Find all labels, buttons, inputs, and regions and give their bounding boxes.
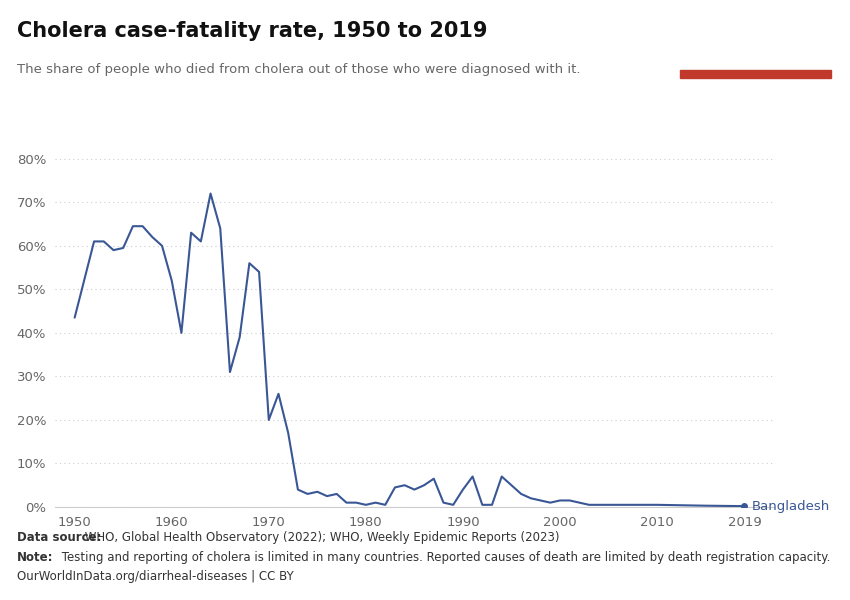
Text: Bangladesh: Bangladesh [752,500,830,512]
Text: OurWorldInData.org/diarrheal-diseases | CC BY: OurWorldInData.org/diarrheal-diseases | … [17,570,294,583]
Text: Cholera case-fatality rate, 1950 to 2019: Cholera case-fatality rate, 1950 to 2019 [17,21,488,41]
Text: The share of people who died from cholera out of those who were diagnosed with i: The share of people who died from choler… [17,63,581,76]
Text: Our World: Our World [722,25,789,38]
Text: in Data: in Data [732,47,779,60]
Text: Note:: Note: [17,551,54,564]
Text: Data source:: Data source: [17,531,101,544]
Text: WHO, Global Health Observatory (2022); WHO, Weekly Epidemic Reports (2023): WHO, Global Health Observatory (2022); W… [81,531,559,544]
Bar [680,70,831,78]
Text: Testing and reporting of cholera is limited in many countries. Reported causes o: Testing and reporting of cholera is limi… [58,551,830,564]
